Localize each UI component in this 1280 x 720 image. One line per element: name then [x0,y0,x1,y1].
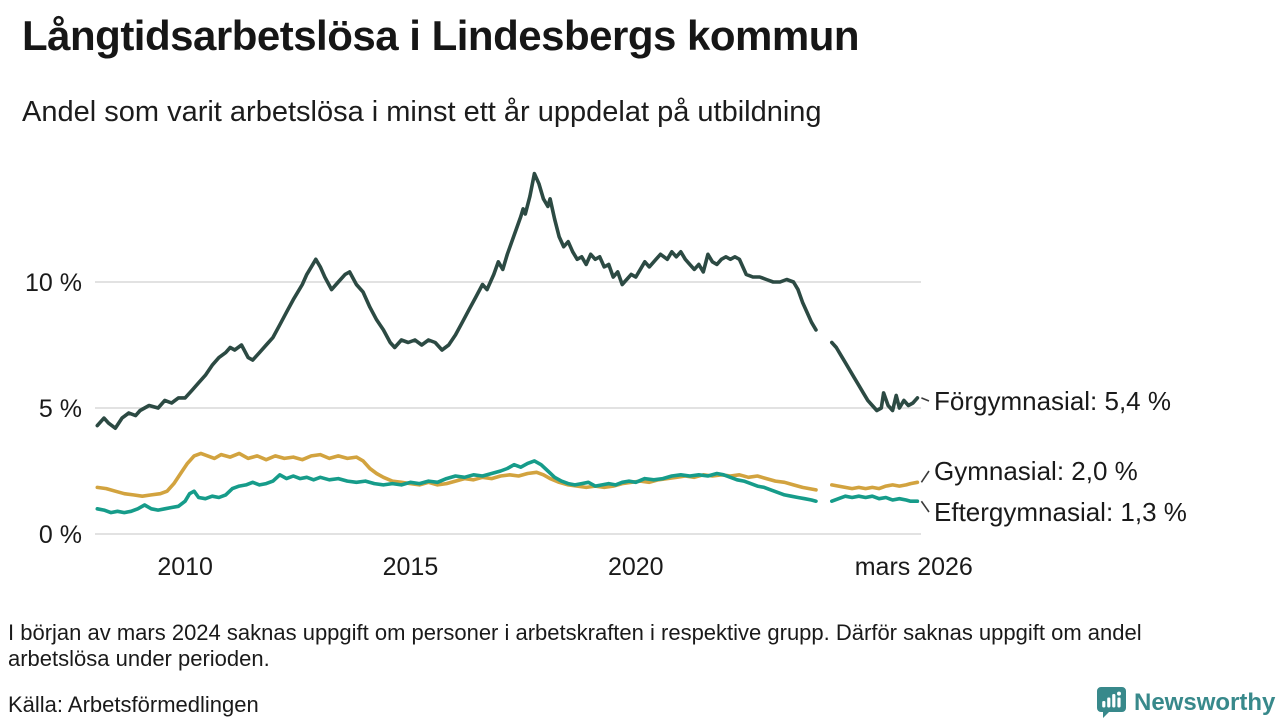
x-axis-tick-label: 2015 [383,553,439,581]
y-axis-tick-label: 0 % [39,521,82,549]
series-end-label-eftergymnasial: Eftergymnasial: 1,3 % [934,497,1187,527]
label-connector [920,500,930,513]
source-label: Källa: Arbetsförmedlingen [8,692,259,717]
x-axis-tick-label: 2010 [157,553,213,581]
series-end-label-forgymnasial: Förgymnasial: 5,4 % [934,386,1171,416]
label-connector [921,397,930,402]
bar-chart-speech-bubble-icon [1097,687,1126,718]
x-axis-tick-label: mars 2026 [855,553,973,581]
series-line-forgymnasial [95,171,920,430]
page-subtitle: Andel som varit arbetslösa i minst ett å… [22,96,822,128]
newsworthy-logo: Newsworthy [1096,686,1275,719]
series-end-label-gymnasial: Gymnasial: 2,0 % [934,456,1138,486]
y-axis-tick-label: 10 % [25,269,82,297]
chart-footnote: I början av mars 2024 saknas uppgift om … [8,620,1142,671]
label-connector [920,470,930,483]
newsworthy-logo-text: Newsworthy [1134,688,1276,716]
x-axis-tick-label: 2020 [608,553,664,581]
series-line-gymnasial [95,451,920,498]
y-axis-tick-label: 5 % [39,395,82,423]
series-line-eftergymnasial [95,459,920,515]
page-title: Långtidsarbetslösa i Lindesbergs kommun [22,12,860,59]
